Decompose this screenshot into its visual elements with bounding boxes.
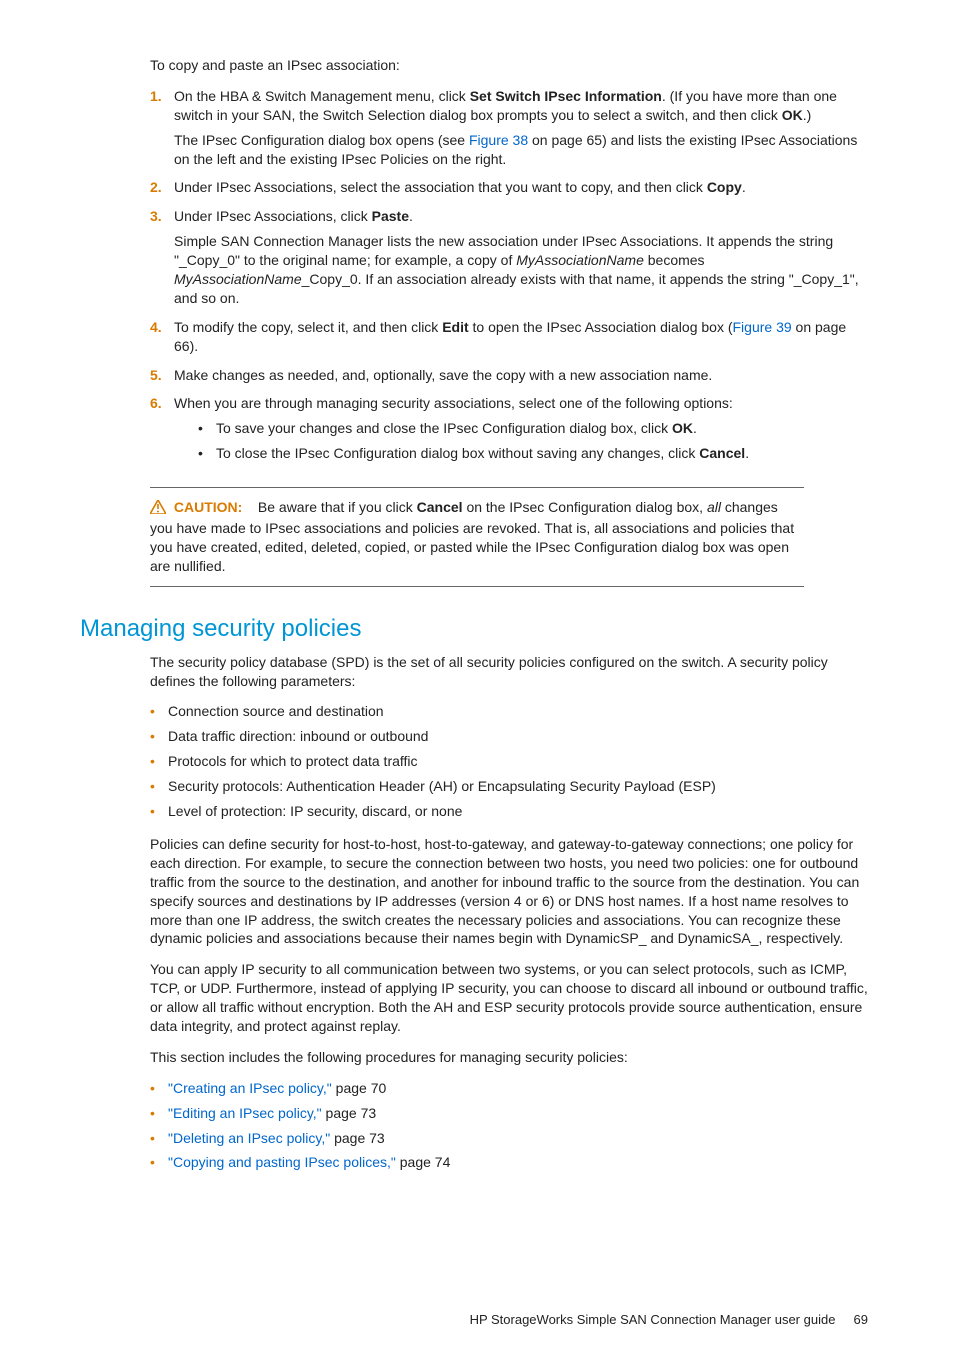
step-number: 3. [150,207,162,226]
caution-note: CAUTION: Be aware that if you click Canc… [150,487,804,587]
step-2: 2. Under IPsec Associations, select the … [150,178,874,197]
step-4: 4. To modify the copy, select it, and th… [150,318,874,356]
step-3: 3. Under IPsec Associations, click Paste… [150,207,874,307]
copy-policy-link[interactable]: "Copying and pasting IPsec polices," [168,1154,396,1170]
spd-paragraph: Policies can define security for host-to… [150,835,874,948]
step-text: To modify the copy, select it, and then … [174,319,846,354]
step-6: 6. When you are through managing securit… [150,394,874,463]
caution-icon [150,500,166,519]
procedure-list: 1. On the HBA & Switch Management menu, … [150,87,874,463]
step-subtext: The IPsec Configuration dialog box opens… [174,131,874,169]
create-policy-link[interactable]: "Creating an IPsec policy," [168,1080,332,1096]
step-text: Under IPsec Associations, click Paste. [174,208,413,224]
spd-parameter-list: Connection source and destination Data t… [150,702,874,820]
figure-38-link[interactable]: Figure 38 [469,132,528,148]
document-page: To copy and paste an IPsec association: … [0,0,954,1367]
proc-link-item: "Editing an IPsec policy," page 73 [150,1104,874,1123]
step-number: 1. [150,87,162,106]
spd-bullet: Connection source and destination [150,702,874,721]
spd-bullet: Security protocols: Authentication Heade… [150,777,874,796]
option-save: To save your changes and close the IPsec… [198,419,874,438]
figure-39-link[interactable]: Figure 39 [733,319,792,335]
step-1: 1. On the HBA & Switch Management menu, … [150,87,874,169]
spd-intro: The security policy database (SPD) is th… [150,653,874,691]
proc-link-item: "Copying and pasting IPsec polices," pag… [150,1153,874,1172]
delete-policy-link[interactable]: "Deleting an IPsec policy," [168,1130,330,1146]
edit-policy-link[interactable]: "Editing an IPsec policy," [168,1105,322,1121]
proc-link-item: "Creating an IPsec policy," page 70 [150,1079,874,1098]
spd-paragraph: You can apply IP security to all communi… [150,960,874,1036]
footer-title: HP StorageWorks Simple SAN Connection Ma… [470,1312,836,1327]
spd-procedure-links: "Creating an IPsec policy," page 70 "Edi… [150,1079,874,1173]
step-text: Make changes as needed, and, optionally,… [174,367,712,383]
step-number: 4. [150,318,162,337]
caution-label: CAUTION: [174,499,242,515]
section-heading: Managing security policies [80,615,874,643]
step-number: 5. [150,366,162,385]
step-text: On the HBA & Switch Management menu, cli… [174,88,837,123]
step-subtext: Simple SAN Connection Manager lists the … [174,232,874,308]
proc-link-item: "Deleting an IPsec policy," page 73 [150,1129,874,1148]
spd-proc-intro: This section includes the following proc… [150,1048,874,1067]
page-number: 69 [854,1312,868,1327]
option-cancel: To close the IPsec Configuration dialog … [198,444,874,463]
step-number: 6. [150,394,162,413]
step-6-options: To save your changes and close the IPsec… [198,419,874,463]
intro-block: To copy and paste an IPsec association: … [150,56,874,463]
section-body: The security policy database (SPD) is th… [150,653,874,1173]
spd-bullet: Protocols for which to protect data traf… [150,752,874,771]
step-5: 5. Make changes as needed, and, optional… [150,366,874,385]
page-footer: HP StorageWorks Simple SAN Connection Ma… [80,1312,874,1327]
step-text: When you are through managing security a… [174,395,733,411]
spd-bullet: Data traffic direction: inbound or outbo… [150,727,874,746]
intro-text: To copy and paste an IPsec association: [150,56,874,75]
step-text: Under IPsec Associations, select the ass… [174,179,746,195]
spd-bullet: Level of protection: IP security, discar… [150,802,874,821]
step-number: 2. [150,178,162,197]
